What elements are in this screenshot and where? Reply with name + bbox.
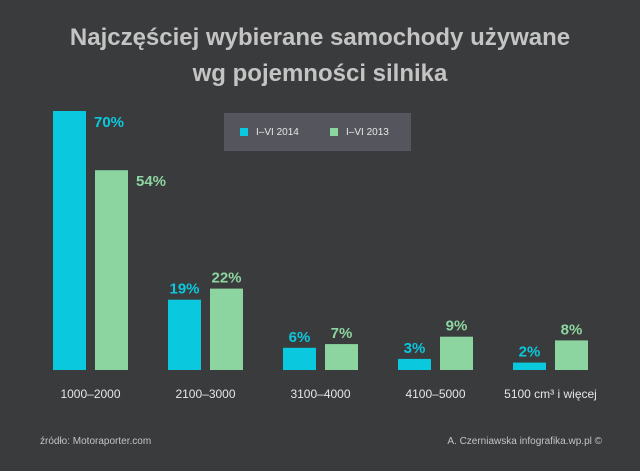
data-label-2014-1: 70% — [94, 114, 124, 131]
bar-2014-1 — [53, 111, 86, 370]
bar-2014-5 — [513, 362, 546, 370]
x-tick-label-2: 2100–3000 — [175, 387, 235, 401]
chart-legend: I–VI 2014 I–VI 2013 — [224, 113, 411, 151]
data-label-2014-5: 2% — [519, 344, 541, 361]
data-label-2013-1: 54% — [136, 173, 166, 190]
x-tick-label-1: 1000–2000 — [60, 387, 120, 401]
data-label-2013-4: 9% — [446, 318, 468, 335]
data-label-2013-2: 22% — [211, 270, 241, 287]
data-label-2014-2: 19% — [169, 281, 199, 298]
source-note: źródło: Motoraporter.com — [40, 436, 152, 447]
legend-item-2014: I–VI 2014 — [240, 125, 299, 139]
legend-item-2013: I–VI 2013 — [330, 125, 389, 139]
bar-2013-5 — [555, 340, 588, 370]
bar-2014-2 — [168, 299, 201, 370]
bar-2013-2 — [210, 288, 243, 370]
data-label-2013-5: 8% — [561, 321, 583, 338]
x-tick-label-5: 5100 cm³ i więcej — [504, 387, 597, 401]
author-credit: A. Czerniawska infografika.wp.pl © — [447, 436, 602, 447]
legend-label-2013: I–VI 2013 — [346, 126, 389, 138]
legend-swatch-2014 — [240, 128, 248, 136]
bar-2013-4 — [440, 336, 473, 370]
x-tick-label-4: 4100–5000 — [405, 387, 465, 401]
data-label-2014-4: 3% — [404, 340, 426, 357]
data-label-2013-3: 7% — [331, 325, 353, 342]
x-tick-label-3: 3100–4000 — [290, 387, 350, 401]
bar-2013-1 — [95, 170, 128, 370]
bar-2014-4 — [398, 358, 431, 370]
legend-label-2014: I–VI 2014 — [256, 126, 299, 138]
bar-2014-3 — [283, 347, 316, 370]
chart-title-line-1: Najczęściej wybierane samochody używane — [69, 24, 571, 51]
chart-title-line-2: wg pojemności silnika — [192, 60, 448, 87]
data-label-2014-3: 6% — [289, 329, 311, 346]
bar-2013-3 — [325, 344, 358, 370]
legend-swatch-2013 — [330, 128, 338, 136]
